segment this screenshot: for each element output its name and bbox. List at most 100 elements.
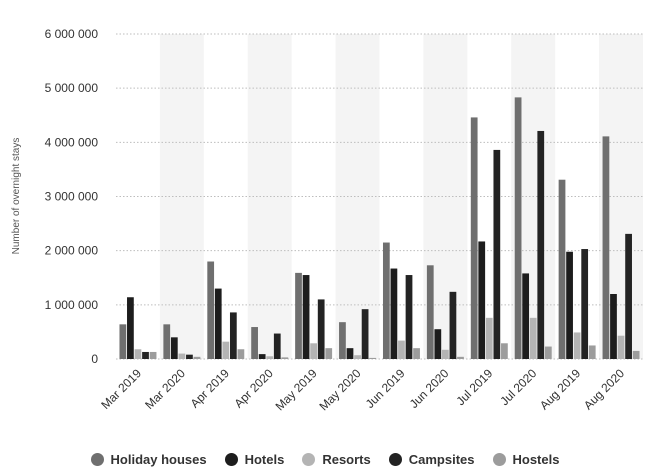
bar-campsites [449,291,457,359]
bar-holiday-houses [119,324,127,359]
bar-holiday-houses [602,136,610,359]
x-tick-label: Apr 2020 [231,366,276,411]
legend-label: Hostels [512,452,560,467]
bar-hotels [434,329,442,359]
bar-hostels [193,356,201,359]
bar-hotels [214,288,222,359]
bar-hotels [478,241,486,359]
bar-resorts [310,343,318,359]
legend-swatch [90,453,104,466]
bar-campsites [273,333,281,359]
legend-label: Campsites [408,452,475,467]
bar-campsites [405,275,413,359]
legend-item[interactable]: Hostels [492,452,560,467]
bar-resorts [134,349,142,359]
bar-holiday-houses [470,117,478,360]
bar-campsites [625,233,632,359]
bar-resorts [573,332,581,359]
bar-campsites [317,299,325,359]
legend-swatch [302,453,316,466]
x-tick-label: Jul 2020 [497,366,539,408]
x-tick-label: Mar 2019 [98,366,144,412]
bar-hostels [281,357,289,359]
bar-hostels [501,343,508,359]
bar-holiday-houses [251,327,258,359]
bar-hostels [413,348,420,359]
bar-hostels [325,348,333,359]
x-tick-label: Jun 2019 [363,366,408,411]
y-tick-label: 2 000 000 [45,244,99,258]
x-tick-label: Aug 2019 [537,366,583,412]
x-tick-label: Mar 2020 [142,366,188,412]
y-tick-label: 5 000 000 [45,81,99,95]
gridlines [116,33,643,360]
bar-hotels [170,337,178,359]
x-tick-label: Aug 2020 [581,366,627,412]
bar-campsites [537,130,545,359]
bar-hostels [369,357,377,359]
legend-label: Resorts [322,452,371,467]
x-tick-label: Jun 2020 [407,366,452,411]
bar-hotels [346,348,354,359]
bar-campsites [581,249,589,359]
bar-hostels [544,346,552,359]
y-axis-title: Number of overnight stays [11,138,22,255]
bar-hotels [258,354,266,359]
bar-hostels [149,351,157,359]
bar-campsites [142,351,149,359]
legend-label: Hotels [244,452,285,467]
legend-swatch [224,453,238,466]
bar-hostels [632,350,640,359]
y-tick-label: 6 000 000 [45,27,99,41]
bar-resorts [354,355,361,359]
x-tick-label: Jul 2019 [453,366,495,408]
y-tick-label: 0 [91,352,98,366]
legend-swatch [492,453,506,466]
legend-label: Holiday houses [110,452,207,467]
bar-hotels [390,268,398,359]
bar-resorts [398,340,405,359]
bar-holiday-houses [207,261,215,359]
bar-hostels [237,349,245,359]
y-tick-label: 1 000 000 [45,298,99,312]
bar-hotels [610,294,617,359]
bar-holiday-houses [339,322,346,359]
bar-hotels [522,273,530,359]
bar-chart: 0 1 000 000 2 000 000 3 000 000 4 000 000 5 0… [11,27,643,413]
bar-hotels [566,251,573,359]
bar-holiday-houses [295,272,302,359]
bar-resorts [178,353,186,359]
bar-resorts [485,317,493,359]
bar-hostels [588,345,596,359]
legend-swatch [388,453,402,466]
bar-holiday-houses [382,242,390,359]
legend-item[interactable]: Campsites [388,452,475,467]
y-tick-label: 4 000 000 [45,135,99,149]
y-axis-ticks: 0 1 000 000 2 000 000 3 000 000 4 000 000 5 0… [45,27,99,366]
bar-campsites [186,354,193,359]
bar-hotels [127,297,134,359]
bar-resorts [617,335,625,359]
bar-holiday-houses [514,97,522,359]
bar-campsites [361,309,369,359]
bar-hostels [457,356,464,359]
bar-hotels [302,275,310,359]
legend-item[interactable]: Hotels [224,452,285,467]
bar-resorts [222,341,230,359]
legend: Holiday houses Hotels Resorts Campsites Host… [0,452,650,467]
legend-item[interactable]: Resorts [302,452,371,467]
bar-resorts [266,356,274,359]
x-tick-label: May 2020 [316,366,363,413]
x-tick-label: Apr 2019 [188,366,233,411]
bar-resorts [529,317,537,359]
bar-resorts [441,349,449,359]
bar-campsites [229,312,237,359]
bar-campsites [493,149,501,359]
bar-holiday-houses [426,265,434,359]
y-tick-label: 3 000 000 [45,190,99,204]
bar-holiday-houses [163,324,171,359]
x-tick-label: May 2019 [273,366,320,413]
legend-item[interactable]: Holiday houses [90,452,207,467]
